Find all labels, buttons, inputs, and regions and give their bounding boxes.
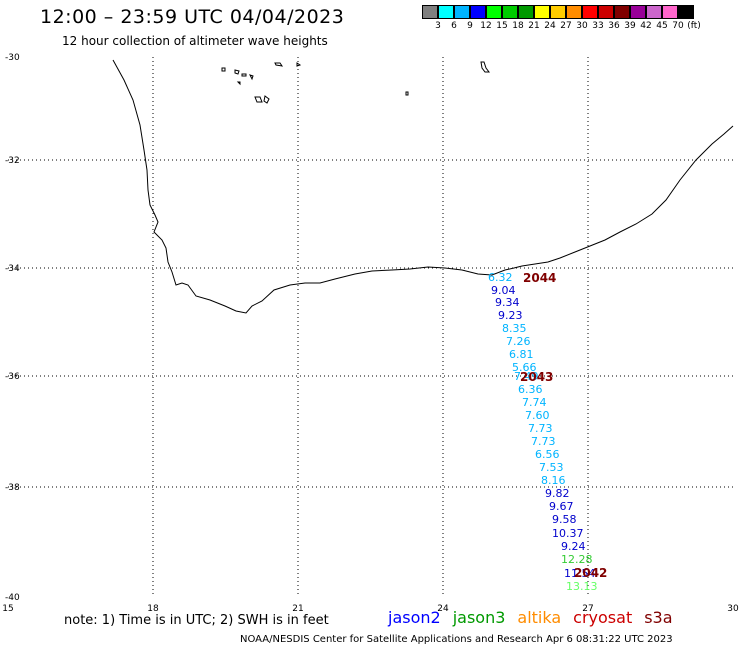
scale-swatch (518, 5, 534, 19)
wave-height-value: 12.28 (561, 553, 593, 566)
wave-height-value: 9.67 (549, 500, 574, 513)
scale-label: 3 (435, 21, 441, 31)
scale-label: 15 (496, 21, 508, 31)
lon-tick-label: 27 (582, 604, 593, 614)
wave-height-value: 9.58 (552, 513, 577, 526)
wave-height-value: 9.23 (498, 309, 523, 322)
scale-label: 6 (451, 21, 457, 31)
scale-label: 27 (560, 21, 572, 31)
wave-height-value: 7.74 (522, 396, 547, 409)
wave-observations: 6.329.049.349.238.357.266.815.667.496.36… (488, 271, 598, 593)
lon-tick-label: 15 (2, 604, 13, 614)
wave-height-value: 8.16 (541, 474, 566, 487)
satellite-legend-item: altika (517, 608, 562, 627)
pass-time-label: 2044 (523, 271, 556, 285)
wave-height-value: 6.36 (518, 383, 543, 396)
wave-height-value: 9.82 (545, 487, 570, 500)
scale-label: 33 (592, 21, 604, 31)
wave-height-value: 7.60 (525, 409, 550, 422)
wave-height-value: 8.35 (502, 322, 527, 335)
scale-label: 18 (512, 21, 524, 31)
wave-height-value: 7.26 (506, 335, 531, 348)
scale-label: 30 (576, 21, 588, 31)
lon-tick-label: 18 (147, 604, 159, 614)
scale-label: 9 (467, 21, 473, 31)
footer-credit: NOAA/NESDIS Center for Satellite Applica… (240, 634, 673, 645)
wave-height-value: 6.56 (535, 448, 560, 461)
scale-swatch (630, 5, 646, 19)
wave-height-value: 9.34 (495, 296, 520, 309)
scale-label: 12 (480, 21, 492, 31)
scale-label: 21 (528, 21, 540, 31)
wave-height-value: 7.49 (514, 370, 539, 383)
scale-swatch (678, 5, 694, 19)
lat-lon-grid (8, 57, 733, 597)
satellite-legend-item: jason2 (388, 608, 441, 627)
lat-tick-label: -38 (5, 483, 20, 493)
satellite-legend-item: cryosat (573, 608, 633, 627)
wave-height-value: 7.73 (531, 435, 556, 448)
scale-swatch (550, 5, 566, 19)
scale-swatch (534, 5, 550, 19)
scale-label: 70 (672, 21, 684, 31)
map-title: 12:00 – 23:59 UTC 04/04/2023 (40, 6, 345, 28)
lat-tick-label: -36 (5, 372, 20, 382)
lon-tick-label: 21 (292, 604, 303, 614)
wave-height-value: 11.54 (564, 567, 596, 580)
scale-swatch (646, 5, 662, 19)
wave-height-value: 5.66 (512, 361, 537, 374)
scale-swatch (614, 5, 630, 19)
pass-time-label: 2043 (520, 370, 553, 384)
scale-swatch (566, 5, 582, 19)
coastline (112, 59, 734, 314)
map-subtitle: 12 hour collection of altimeter wave hei… (62, 34, 328, 48)
scale-swatch (662, 5, 678, 19)
pass-time-label: 2042 (574, 566, 607, 580)
pass-time-labels: 2044 2043 2042 (520, 271, 607, 580)
footer-note: note: 1) Time is in UTC; 2) SWH is in fe… (64, 613, 329, 628)
wave-height-value: 13.13 (566, 580, 598, 593)
wave-height-value: 9.04 (491, 284, 516, 297)
lon-tick-label: 24 (437, 604, 449, 614)
scale-swatch (470, 5, 486, 19)
scale-swatch (582, 5, 598, 19)
scale-label: 45 (656, 21, 668, 31)
lat-tick-label: -40 (5, 593, 20, 603)
scale-swatch (422, 5, 438, 19)
scale-label: 39 (624, 21, 636, 31)
satellite-legend-item: s3a (644, 608, 673, 627)
wave-height-color-scale (422, 5, 694, 19)
satellite-legend-item: jason3 (452, 608, 506, 627)
scale-swatch (598, 5, 614, 19)
axis-labels: 15 18 21 24 27 30 -30 -32 -34 -36 -38 -40 (2, 53, 739, 614)
lat-tick-label: -30 (5, 53, 20, 63)
scale-swatch (438, 5, 454, 19)
scale-label: 42 (640, 21, 652, 31)
wave-height-value: 6.32 (488, 271, 513, 284)
wave-height-value: 10.37 (552, 527, 584, 540)
scale-label: 24 (544, 21, 556, 31)
satellite-legend: jason2 jason3 altika cryosat s3a (388, 608, 685, 627)
scale-swatch (502, 5, 518, 19)
lat-tick-label: -32 (5, 156, 20, 166)
lon-tick-label: 30 (727, 604, 739, 614)
scale-label: (ft) (687, 21, 701, 31)
lat-tick-label: -34 (5, 264, 20, 274)
wave-height-value: 9.24 (561, 540, 586, 553)
islands (221, 61, 490, 104)
scale-swatch (454, 5, 470, 19)
scale-label: 36 (608, 21, 620, 31)
wave-height-value: 7.73 (528, 422, 553, 435)
wave-height-value: 7.53 (539, 461, 564, 474)
wave-height-value: 6.81 (509, 348, 534, 361)
scale-swatch (486, 5, 502, 19)
